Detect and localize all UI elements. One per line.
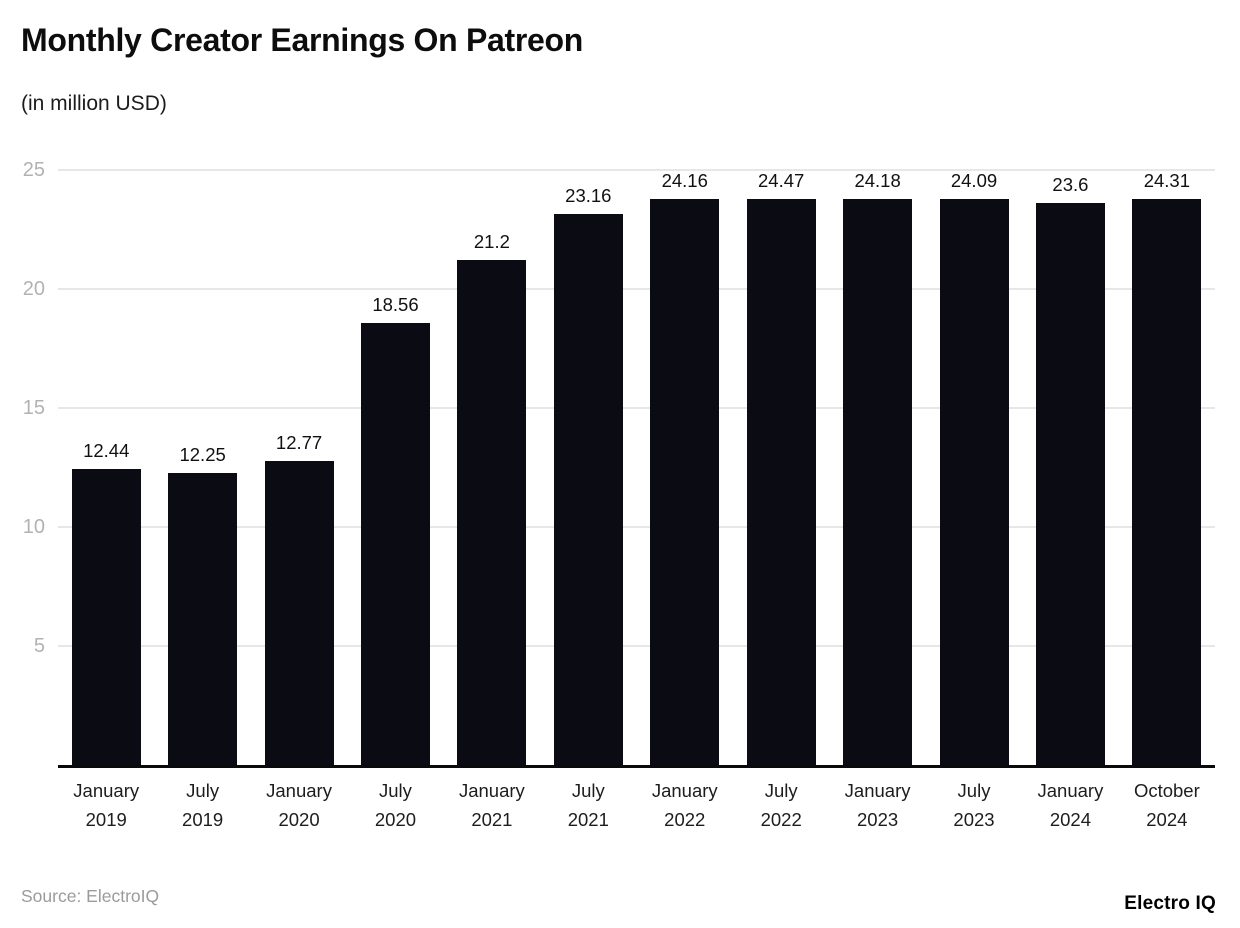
bar-value-label: 24.18: [854, 170, 901, 191]
bar: [843, 199, 913, 765]
bar: [939, 199, 1009, 765]
chart-subtitle: (in million USD): [21, 92, 167, 115]
x-axis-category-label: October 2024: [1133, 780, 1200, 830]
bar: [71, 468, 141, 765]
bar-column: 12.25: [154, 170, 250, 765]
x-axis-category-label: January 2019: [73, 780, 140, 830]
x-axis-category-label: January 2024: [1037, 780, 1104, 830]
x-axis-category-label: July 2019: [182, 780, 224, 830]
bar: [746, 199, 816, 765]
brand-logo: Electro IQ: [1124, 893, 1216, 914]
x-axis-category-label: July 2021: [567, 780, 609, 830]
gridline: [58, 169, 1215, 171]
page-title: Monthly Creator Earnings On Patreon: [21, 22, 584, 58]
bar-value-label: 12.25: [179, 444, 226, 466]
bar-column: 23.6: [1022, 170, 1118, 765]
y-axis-tick-label: 5: [33, 635, 45, 657]
bar-value-label: 24.16: [661, 170, 708, 191]
y-axis-tick-label: 25: [22, 159, 45, 181]
plot-area: 5 10 15 20 25 12.44 12.25 12.77 18.56 21.2 23.16 2…: [23, 160, 1215, 830]
gridline: [58, 288, 1215, 290]
bar-column: 12.44: [58, 170, 154, 765]
bar-column: 23.16: [540, 170, 636, 765]
gridline: [58, 526, 1215, 528]
bar-value-label: 24.09: [950, 170, 998, 191]
bar-column: 12.77: [251, 170, 347, 765]
gridline: [58, 407, 1215, 409]
x-axis-labels: January 2019 July 2019 January 2020 July 2020 Ja…: [58, 777, 1215, 834]
source-note: Source: ElectroIQ: [21, 886, 160, 906]
x-axis-category-label: January 2020: [266, 780, 332, 830]
bar-column: 24.09: [926, 170, 1022, 765]
x-axis-category-label: July 2023: [953, 780, 995, 830]
bar: [264, 461, 334, 765]
bar-value-label: 24.31: [1143, 170, 1190, 191]
y-axis-tick-label: 20: [22, 278, 45, 300]
x-axis-category-label: January 2021: [458, 780, 525, 830]
bar: [650, 199, 720, 765]
bar-value-label: 23.16: [565, 184, 612, 206]
bars-layer: 12.44 12.25 12.77 18.56 21.2 23.16 24.16 24.47 2…: [58, 170, 1215, 765]
bar-column: 24.31: [1119, 170, 1215, 765]
bar: [168, 473, 238, 765]
y-axis-tick-label: 15: [22, 397, 45, 419]
bar-column: 24.18: [829, 170, 925, 765]
bar-value-label: 21.2: [473, 231, 510, 253]
bar: [457, 260, 527, 765]
bar-column: 24.16: [637, 170, 733, 765]
bar-column: 18.56: [347, 170, 443, 765]
bar-column: 24.47: [733, 170, 829, 765]
x-axis-category-label: July 2020: [374, 780, 417, 830]
bar-value-label: 18.56: [372, 294, 419, 316]
bar-value-label: 12.44: [83, 439, 130, 461]
x-axis-category-label: July 2022: [760, 780, 802, 830]
bar: [553, 213, 623, 765]
bar-value-label: 24.47: [758, 170, 805, 191]
bar-value-label: 12.77: [275, 432, 323, 454]
bar: [360, 323, 430, 765]
bar: [1035, 203, 1105, 765]
bar-value-label: 23.6: [1052, 174, 1089, 196]
x-axis-category-label: January 2022: [651, 780, 718, 830]
bar-column: 21.2: [444, 170, 540, 765]
x-axis-category-label: January 2023: [844, 780, 911, 830]
bar: [1132, 199, 1202, 765]
gridline: [58, 645, 1215, 647]
y-axis-tick-label: 10: [22, 516, 45, 538]
